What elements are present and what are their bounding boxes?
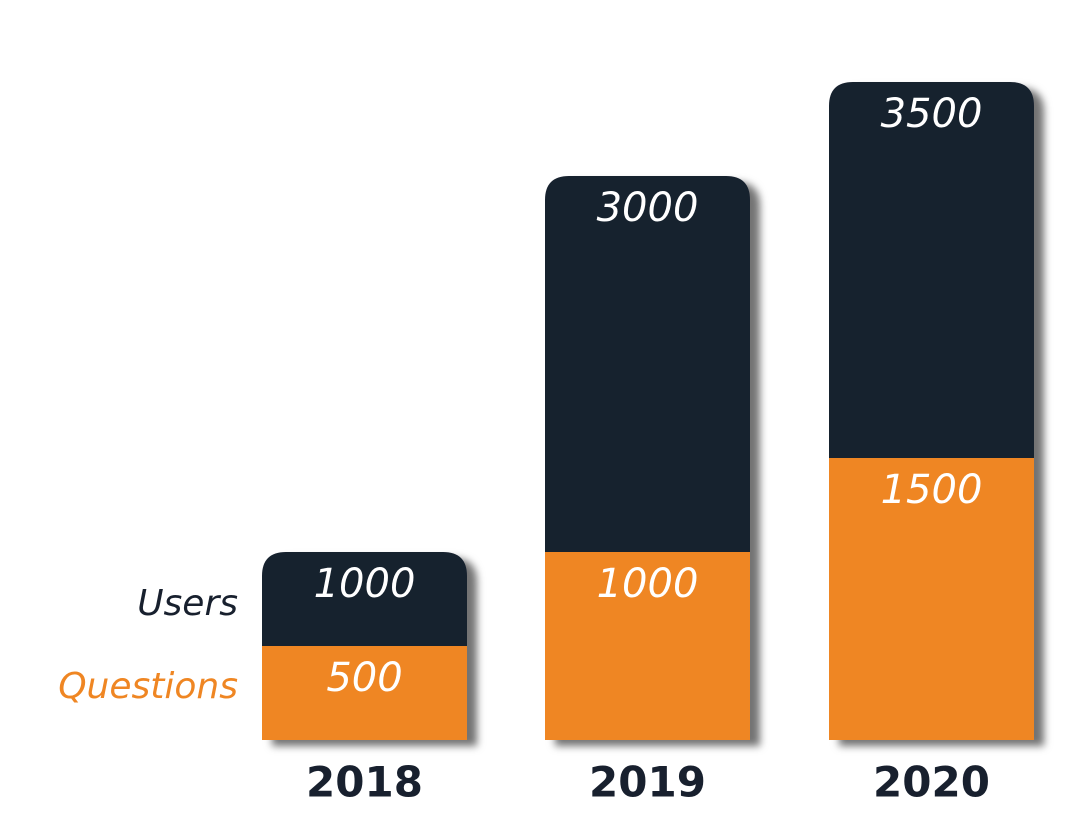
x-tick-label: 2018: [306, 758, 423, 807]
legend-label: Users: [137, 583, 238, 624]
bar: [545, 552, 750, 740]
value-label: 1000: [314, 561, 416, 607]
value-label: 500: [326, 655, 402, 701]
bar: [262, 646, 467, 740]
value-label: 3500: [881, 91, 983, 137]
value-label: 3000: [597, 185, 699, 231]
value-label: 1500: [881, 467, 983, 513]
legend-label: Questions: [58, 666, 238, 707]
value-label: 1000: [597, 561, 699, 607]
x-tick-label: 2019: [589, 758, 706, 807]
bar: [829, 458, 1034, 740]
x-tick-label: 2020: [873, 758, 990, 807]
